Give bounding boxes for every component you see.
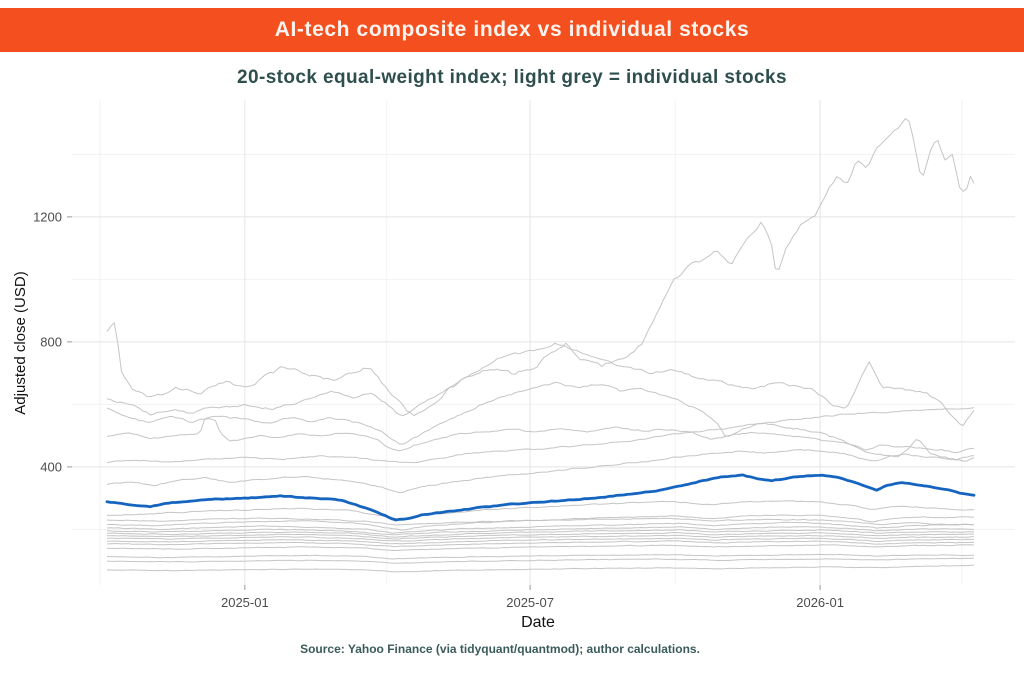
y-tick-label: 400 [40,459,62,474]
stock-line-stock-04 [106,418,975,453]
y-axis-title: Adjusted close (USD) [12,271,29,415]
stock-line-stock-07 [106,500,975,520]
stock-line-stock-06 [106,449,975,494]
x-tick-label: 2025-07 [506,595,554,610]
stock-line-stock-03 [106,381,975,462]
chart-title: AI-tech composite index vs individual st… [274,18,750,41]
stock-line-stock-02 [106,342,975,426]
stock-line-stock-01 [106,118,975,417]
chart-subtitle: 20-stock equal-weight index; light grey … [237,67,787,88]
stock-line-stock-10 [106,526,975,536]
stock-line-stock-05 [106,407,975,464]
stock-line-stock-18 [106,557,975,564]
stock-line-stock-20 [106,517,975,526]
y-tick-label: 800 [40,334,62,349]
stock-line-stock-11 [106,529,975,538]
stock-line-stock-13 [107,534,975,542]
stock-line-stock-19 [106,564,975,573]
header-bar: AI-tech composite index vs individual st… [0,8,1024,52]
stock-line-stock-17 [106,553,974,560]
stock-line-stock-08 [106,514,974,531]
stock-line-stock-12 [106,532,974,540]
stock-line-stock-16 [106,544,975,551]
stock-line-stock-15 [106,540,975,548]
y-tick-label: 1200 [33,209,62,224]
x-tick-label: 2026-01 [796,595,844,610]
stock-line-stock-09 [106,521,975,534]
stock-line-stock-14 [106,537,975,545]
source-caption: Source: Yahoo Finance (via tidyquant/qua… [300,642,700,656]
x-tick-label: 2025-01 [221,595,269,610]
index-line [105,473,976,522]
x-axis-title: Date [521,614,555,631]
